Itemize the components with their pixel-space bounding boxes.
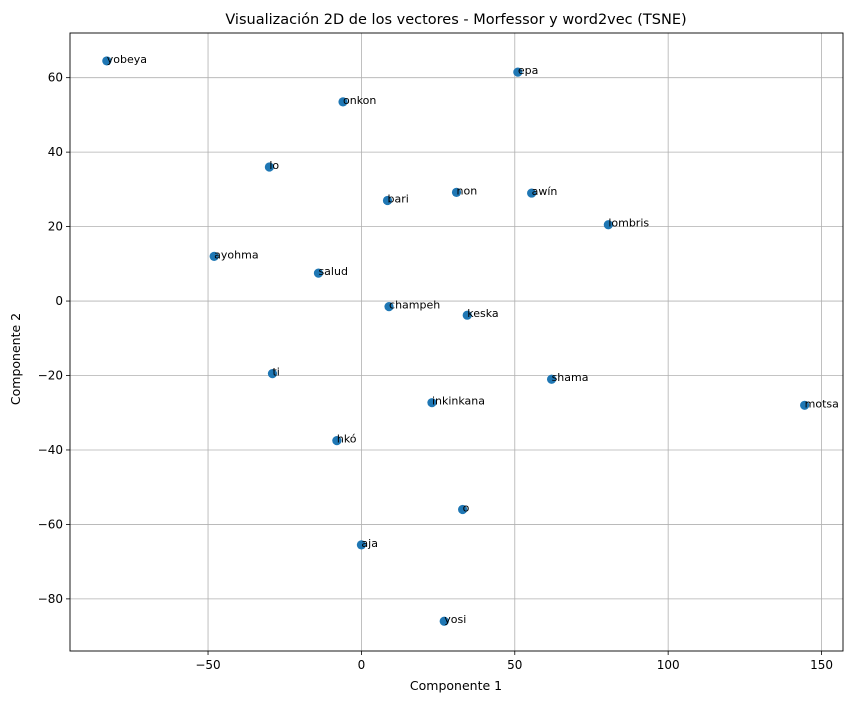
chart-title: Visualización 2D de los vectores - Morfe… bbox=[225, 12, 686, 28]
scatter-point bbox=[332, 436, 342, 446]
scatter-point bbox=[527, 188, 537, 198]
scatter-point bbox=[338, 97, 348, 107]
data-points bbox=[102, 56, 810, 626]
point-label: hkó bbox=[337, 433, 357, 446]
scatter-point bbox=[462, 310, 472, 320]
point-label: onkon bbox=[343, 94, 376, 107]
plot-frame bbox=[69, 32, 844, 652]
scatter-point bbox=[384, 302, 394, 312]
point-label: o bbox=[463, 502, 470, 515]
scatter-point bbox=[427, 398, 437, 408]
scatter-point bbox=[513, 67, 523, 77]
point-label: salud bbox=[318, 265, 347, 278]
y-tick-label: 60 bbox=[48, 71, 63, 85]
point-label: yobeya bbox=[107, 53, 147, 66]
y-tick-label: −20 bbox=[38, 369, 63, 383]
scatter-point bbox=[546, 374, 557, 384]
point-label: lo bbox=[269, 159, 279, 172]
point-label: champeh bbox=[389, 299, 440, 312]
y-tick-label: −40 bbox=[38, 443, 63, 457]
y-tick-label: 0 bbox=[55, 294, 63, 308]
scatter-point bbox=[209, 251, 219, 261]
y-axis-label: Componente 2 bbox=[8, 313, 23, 405]
scatter-point bbox=[451, 187, 462, 197]
y-tick-label: −60 bbox=[38, 517, 63, 531]
point-label: yosi bbox=[444, 613, 466, 626]
x-tick-label: 0 bbox=[358, 658, 366, 672]
scatter-point bbox=[382, 195, 393, 206]
scatter-point bbox=[313, 268, 324, 278]
y-tick-label: 20 bbox=[48, 220, 63, 234]
scatter-point bbox=[458, 504, 468, 515]
scatter-point bbox=[264, 162, 274, 172]
x-axis-label: Componente 1 bbox=[410, 678, 502, 693]
point-labels: yobeya epa onkon lo non awín bari lombris ayohma… bbox=[107, 53, 839, 626]
x-tick-label: −50 bbox=[195, 658, 220, 672]
point-label: lombris bbox=[608, 217, 649, 230]
scatter-point bbox=[102, 56, 112, 66]
grid bbox=[70, 33, 843, 651]
point-label: shama bbox=[552, 371, 589, 384]
scatter-point bbox=[356, 540, 367, 550]
scatter-point bbox=[439, 616, 449, 626]
y-tick-label: 40 bbox=[48, 145, 63, 159]
point-label: bari bbox=[387, 193, 408, 206]
point-label: aja bbox=[361, 537, 378, 550]
point-label: awín bbox=[532, 185, 558, 198]
scatter-point bbox=[603, 220, 613, 230]
point-label: ti bbox=[272, 366, 279, 379]
y-tick-label: −80 bbox=[38, 592, 63, 606]
x-tick-label: 100 bbox=[657, 658, 680, 672]
point-label: inkinkana bbox=[432, 395, 485, 408]
axis-ticks: −50 0 50 100 150 −80 −60 −40 −20 0 20 40 60 bbox=[38, 71, 833, 672]
point-label: motsa bbox=[805, 397, 839, 410]
scatter-point bbox=[267, 369, 278, 379]
x-tick-label: 50 bbox=[507, 658, 522, 672]
x-tick-label: 150 bbox=[810, 658, 833, 672]
scatter-point bbox=[800, 400, 810, 410]
point-label: epa bbox=[518, 64, 539, 77]
point-label: non bbox=[457, 184, 478, 197]
point-label: keska bbox=[467, 307, 498, 320]
point-label: ayohma bbox=[214, 248, 258, 261]
